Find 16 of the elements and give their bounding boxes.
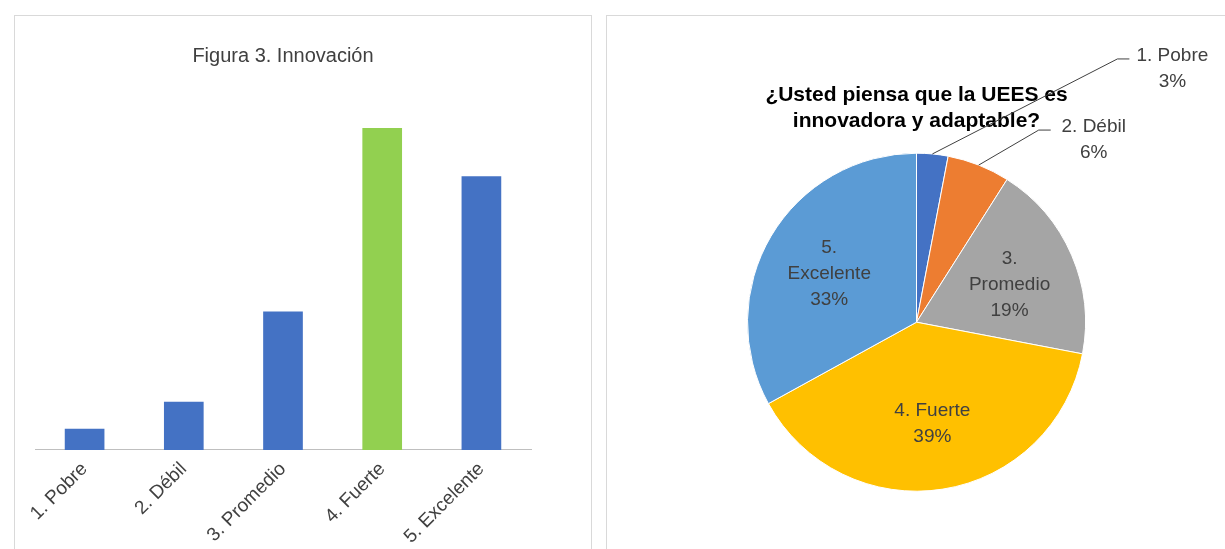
- chart-title: Figura 3. Innovación: [192, 43, 374, 66]
- slice-label: 5. Excelente: [787, 235, 871, 283]
- slice-label: 3. Promedio: [968, 246, 1051, 294]
- bar: [163, 401, 204, 450]
- slice-label: 1. Pobre: [1136, 43, 1209, 65]
- bar: [461, 176, 502, 450]
- data-label: 3%: [1158, 69, 1187, 91]
- bar: [64, 428, 105, 450]
- data-label: 6%: [1079, 141, 1108, 163]
- data-label: 19%: [990, 298, 1029, 320]
- data-label: 33%: [810, 287, 849, 309]
- slice-label: 4. Fuerte: [894, 399, 971, 421]
- bar: [362, 128, 403, 450]
- data-label: 39%: [913, 425, 952, 447]
- bar: [263, 311, 303, 450]
- slice-label: 2. Débil: [1061, 115, 1126, 137]
